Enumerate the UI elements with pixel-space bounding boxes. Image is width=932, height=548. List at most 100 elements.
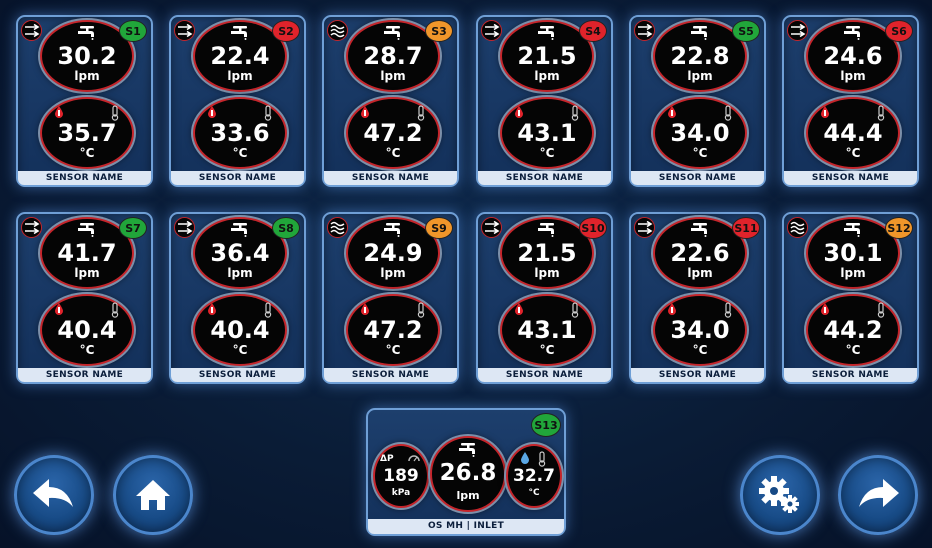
tap-icon (691, 26, 707, 40)
tap-icon (78, 26, 94, 40)
sensor-name: SENSOR NAME (784, 368, 917, 382)
temp-value: 40.4 (57, 316, 117, 344)
sensor-card-s3[interactable]: 28.7 lpm 47.2 °C S3 SENSOR NAME (322, 15, 459, 187)
flow-dial: 22.8 lpm (653, 20, 747, 92)
flow-arrows-icon (485, 24, 500, 38)
inlet-flow-dial: 26.8 lpm (430, 436, 506, 512)
sensor-card-s5[interactable]: 22.8 lpm 34.0 °C S5 SENSOR NAME (629, 15, 766, 187)
hot-drop-icon (208, 303, 216, 315)
hot-drop-icon (55, 106, 63, 118)
sensor-card-s1[interactable]: 30.2 lpm 35.7 °C S1 SENSOR NAME (16, 15, 153, 187)
settings-button[interactable] (740, 455, 820, 535)
sensor-name: SENSOR NAME (18, 171, 151, 185)
hot-drop-icon (361, 106, 369, 118)
mode-indicator (174, 20, 195, 41)
temp-dial: 35.7 °C (40, 97, 134, 169)
sensor-card-s9[interactable]: 24.9 lpm 47.2 °C S9 SENSOR NAME (322, 212, 459, 384)
sensor-card-s4[interactable]: 21.5 lpm 43.1 °C S4 SENSOR NAME (476, 15, 613, 187)
home-button[interactable] (113, 455, 193, 535)
pressure-dial: ΔP 189 kPa (373, 444, 429, 508)
settings-gears-icon (759, 476, 799, 513)
flow-unit: lpm (227, 69, 253, 83)
temp-value: 44.4 (823, 119, 883, 147)
heat-waves-icon (330, 24, 345, 38)
flow-arrows-icon (25, 24, 40, 38)
flow-dial: 30.2 lpm (40, 20, 134, 92)
temp-value: 43.1 (517, 119, 577, 147)
temp-dial: 33.6 °C (193, 97, 287, 169)
status-badge: S1 (119, 20, 147, 42)
sensor-name: SENSOR NAME (324, 171, 457, 185)
mode-indicator (327, 20, 348, 41)
mode-indicator (21, 20, 42, 41)
sensor-card-s7[interactable]: 41.7 lpm 40.4 °C S7 SENSOR NAME (16, 212, 153, 384)
sensor-card-s12[interactable]: 30.1 lpm 44.2 °C S12 SENSOR NAME (782, 212, 919, 384)
inlet-temp-value: 32.7 (513, 466, 555, 486)
flow-dial: 28.7 lpm (346, 20, 440, 92)
inlet-sensor-card[interactable]: ΔP 189 kPa 26.8 lpm 32.7 °C S13 OS MH | … (366, 408, 566, 536)
flow-value: 24.9 (363, 239, 423, 267)
hot-drop-icon (821, 303, 829, 315)
forward-button[interactable] (838, 455, 918, 535)
temp-dial: 40.4 °C (40, 294, 134, 366)
inlet-temp-dial: 32.7 °C (506, 444, 562, 508)
flow-unit: lpm (227, 266, 253, 280)
hot-drop-icon (668, 106, 676, 118)
status-badge: S5 (732, 20, 760, 42)
flow-unit: lpm (840, 266, 866, 280)
flow-value: 21.5 (517, 42, 577, 70)
temp-unit: °C (539, 146, 555, 160)
temp-unit: °C (79, 146, 95, 160)
sensor-name: SENSOR NAME (171, 171, 304, 185)
flow-unit: lpm (687, 69, 713, 83)
temp-value: 47.2 (363, 119, 423, 147)
sensor-card-s2[interactable]: 22.4 lpm 33.6 °C S2 SENSOR NAME (169, 15, 306, 187)
sensor-name: SENSOR NAME (631, 368, 764, 382)
heat-waves-icon (790, 221, 805, 235)
sensor-card-s8[interactable]: 36.4 lpm 40.4 °C S8 SENSOR NAME (169, 212, 306, 384)
hot-drop-icon (515, 303, 523, 315)
mode-indicator (21, 217, 42, 238)
back-button[interactable] (14, 455, 94, 535)
flow-dial: 22.6 lpm (653, 217, 747, 289)
thermometer-icon (417, 105, 425, 121)
flow-dial: 22.4 lpm (193, 20, 287, 92)
mode-indicator (787, 20, 808, 41)
thermometer-icon (538, 451, 546, 467)
temp-unit: °C (692, 343, 708, 357)
flow-value: 41.7 (57, 239, 117, 267)
mode-indicator (174, 217, 195, 238)
flow-value: 22.6 (670, 239, 730, 267)
temp-value: 33.6 (210, 119, 270, 147)
pressure-unit: kPa (391, 488, 411, 498)
flow-unit: lpm (380, 266, 406, 280)
flow-arrows-icon (638, 24, 653, 38)
temp-unit: °C (385, 146, 401, 160)
temp-value: 34.0 (670, 316, 730, 344)
inlet-temp-unit: °C (528, 488, 540, 498)
sensor-card-s11[interactable]: 22.6 lpm 34.0 °C S11 SENSOR NAME (629, 212, 766, 384)
temp-value: 34.0 (670, 119, 730, 147)
sensor-card-s6[interactable]: 24.6 lpm 44.4 °C S6 SENSOR NAME (782, 15, 919, 187)
temp-value: 47.2 (363, 316, 423, 344)
mode-indicator (481, 20, 502, 41)
sensor-card-s10[interactable]: 21.5 lpm 43.1 °C S10 SENSOR NAME (476, 212, 613, 384)
flow-unit: lpm (687, 266, 713, 280)
temp-dial: 34.0 °C (653, 97, 747, 169)
sensor-name: SENSOR NAME (171, 368, 304, 382)
flow-dial: 36.4 lpm (193, 217, 287, 289)
status-badge: S10 (579, 217, 607, 239)
tap-icon (78, 223, 94, 237)
tap-icon (231, 26, 247, 40)
flow-arrows-icon (638, 221, 653, 235)
status-badge: S7 (119, 217, 147, 239)
flow-arrows-icon (485, 221, 500, 235)
flow-unit: lpm (840, 69, 866, 83)
tap-icon (459, 443, 475, 457)
temp-unit: °C (79, 343, 95, 357)
temp-dial: 43.1 °C (500, 294, 594, 366)
inlet-flow-value: 26.8 (439, 460, 497, 486)
temp-dial: 40.4 °C (193, 294, 287, 366)
flow-dial: 24.9 lpm (346, 217, 440, 289)
tap-icon (691, 223, 707, 237)
